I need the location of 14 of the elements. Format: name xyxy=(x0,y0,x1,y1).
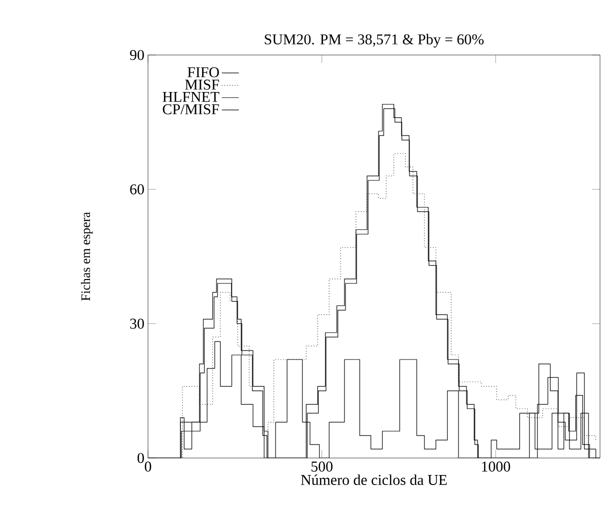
y-tick-label: 90 xyxy=(130,50,144,60)
legend-label: HLFNET xyxy=(162,92,220,102)
y-tick-label: 30 xyxy=(130,318,144,329)
y-tick-label: 60 xyxy=(130,184,144,194)
legend-label: MISF xyxy=(185,80,219,90)
chart-title: SUM20. PM = 38,571 & Pby = 60% xyxy=(264,34,484,48)
legend-label: FIFO xyxy=(188,67,219,78)
x-tick-label: 0 xyxy=(144,462,152,472)
y-axis-title: Fichas em espera xyxy=(80,212,93,301)
legend-label: CP/MISF xyxy=(162,104,219,114)
x-tick-label: 500 xyxy=(312,462,332,472)
x-tick-label: 1000 xyxy=(482,462,510,472)
y-tick-label: 0 xyxy=(138,452,144,464)
x-axis-title: Número de ciclos da UE xyxy=(300,474,447,485)
